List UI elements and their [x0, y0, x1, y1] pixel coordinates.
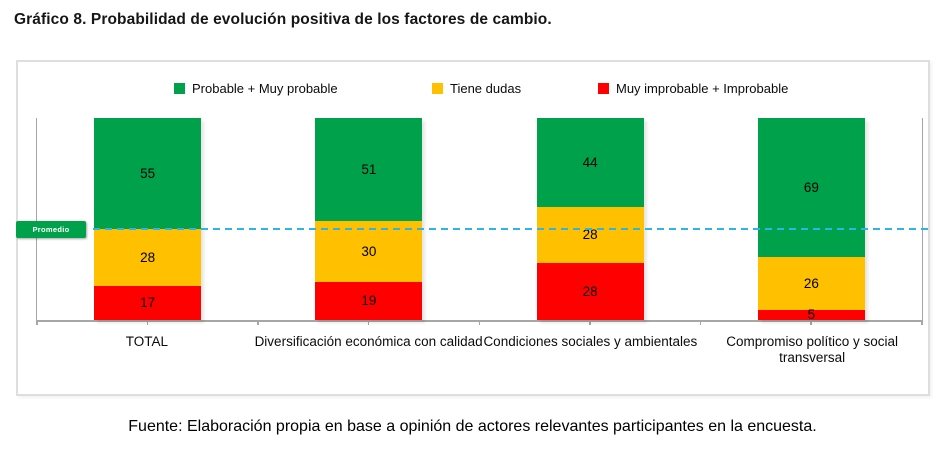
chart-legend: Probable + Muy probable Tiene dudas Muy …	[18, 62, 928, 102]
legend-swatch-green-icon	[174, 83, 185, 94]
legend-swatch-yellow-icon	[432, 83, 443, 94]
bar-segment: 30	[315, 221, 423, 282]
chart-panel: Probable + Muy probable Tiene dudas Muy …	[16, 60, 930, 396]
plot-area: 55 28 17 51 30 19 44 28 28 69 26 5	[36, 118, 929, 325]
bar-segment: 44	[536, 118, 644, 207]
bar-4: 69 26 5	[757, 118, 865, 323]
bar-segment: 19	[315, 281, 423, 320]
bar-3: 44 28 28	[536, 118, 644, 320]
promedio-dashed-line	[93, 227, 929, 230]
legend-item-dudas: Tiene dudas	[432, 81, 521, 96]
bar-segment-label: 19	[361, 293, 377, 309]
bar-segment-label: 26	[803, 275, 819, 291]
bar-segment-label: 5	[807, 307, 816, 323]
bar-1: 55 28 17	[94, 118, 202, 320]
legend-label: Probable + Muy probable	[192, 81, 338, 96]
category-label: Compromiso político y social transversal	[726, 334, 899, 365]
bar-segment: 5	[757, 307, 865, 323]
axis-tick	[699, 320, 702, 325]
bar-segment-label: 17	[140, 295, 156, 311]
category-label: Diversificación económica con calidad	[254, 334, 483, 349]
legend-label: Tiene dudas	[450, 81, 522, 96]
category-label: TOTAL	[125, 334, 168, 349]
axis-tick	[146, 320, 149, 325]
bar-segment: 28	[536, 206, 644, 264]
bar-segment-label: 30	[361, 243, 377, 259]
category-label: Condiciones sociales y ambientales	[483, 334, 698, 349]
bar-segment-label: 28	[140, 249, 156, 265]
legend-label: Muy improbable + Improbable	[616, 81, 789, 96]
axis-tick	[257, 320, 259, 325]
bar-segment: 51	[315, 118, 423, 222]
bar-segment-label: 69	[803, 179, 819, 195]
page-title: Gráfico 8. Probabilidad de evolución pos…	[14, 11, 552, 28]
legend-item-probable: Probable + Muy probable	[174, 81, 338, 96]
axis-tick	[36, 320, 38, 325]
bar-2: 51 30 19	[315, 118, 423, 320]
bar-segment-label: 55	[140, 165, 156, 181]
bar-segment-label: 44	[582, 154, 598, 170]
bar-segment-label: 28	[582, 283, 598, 299]
legend-swatch-red-icon	[598, 83, 609, 94]
bar-segment-label: 51	[361, 161, 377, 177]
source-note: Fuente: Elaboración propia en base a opi…	[128, 418, 817, 435]
axis-tick	[478, 320, 480, 325]
bar-segment: 17	[94, 285, 202, 320]
bar-segment: 28	[536, 263, 644, 320]
promedio-badge: Promedio	[16, 220, 86, 238]
bar-segment-label: 28	[582, 227, 598, 243]
bar-segment: 69	[757, 118, 865, 258]
axis-tick	[589, 320, 591, 325]
bar-segment: 55	[94, 118, 202, 230]
axis-tick	[921, 320, 923, 325]
bar-segment: 26	[757, 257, 865, 310]
axis-tick	[810, 320, 812, 325]
axis-tick	[367, 320, 370, 325]
legend-item-improbable: Muy improbable + Improbable	[598, 81, 788, 96]
bar-segment: 28	[94, 229, 202, 286]
